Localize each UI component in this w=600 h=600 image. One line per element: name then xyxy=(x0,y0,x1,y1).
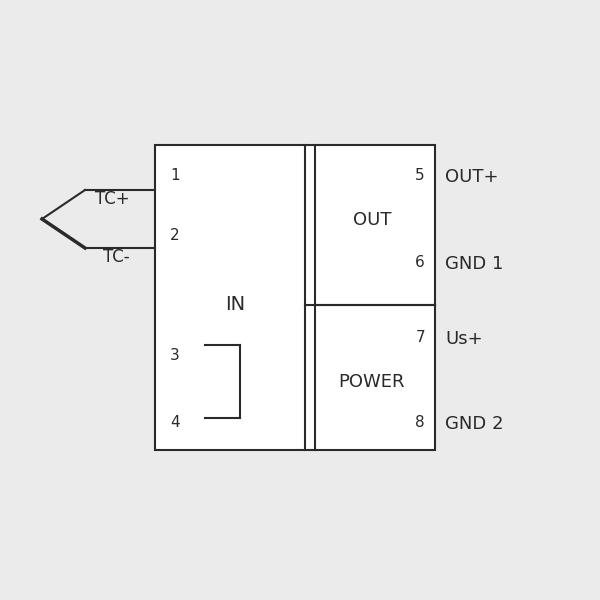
Text: TC-: TC- xyxy=(103,248,130,266)
Text: 3: 3 xyxy=(170,348,180,363)
Text: Us+: Us+ xyxy=(445,330,482,348)
Text: OUT: OUT xyxy=(353,211,391,229)
Text: 2: 2 xyxy=(170,228,179,243)
Text: GND 1: GND 1 xyxy=(445,255,503,273)
Text: TC+: TC+ xyxy=(95,190,130,208)
Text: GND 2: GND 2 xyxy=(445,415,503,433)
Bar xyxy=(155,145,435,450)
Text: 7: 7 xyxy=(415,330,425,345)
Text: OUT+: OUT+ xyxy=(445,168,499,186)
Text: 1: 1 xyxy=(170,168,179,183)
Text: 6: 6 xyxy=(415,255,425,270)
Text: 8: 8 xyxy=(415,415,425,430)
Text: POWER: POWER xyxy=(339,373,405,391)
Text: 5: 5 xyxy=(415,168,425,183)
Text: IN: IN xyxy=(225,295,245,314)
Text: 4: 4 xyxy=(170,415,179,430)
